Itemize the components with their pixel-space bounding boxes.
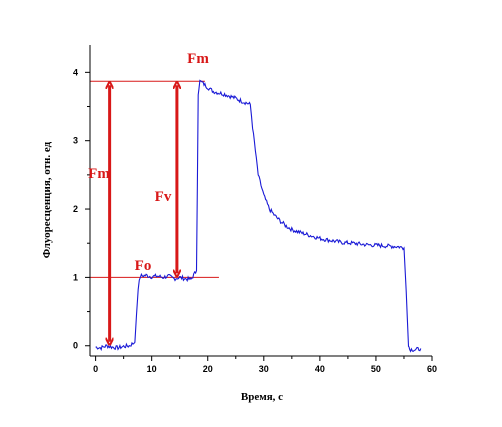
series-line — [95, 79, 422, 353]
y-axis-label: Флуоресценция, отн. ед — [41, 141, 53, 258]
x-tick-label: 30 — [259, 364, 269, 374]
y-tick-label: 4 — [73, 67, 78, 77]
x-tick-label: 10 — [147, 364, 157, 374]
annotation-fv: Fv — [155, 189, 172, 205]
x-tick-label: 40 — [315, 364, 325, 374]
x-tick-label: 0 — [93, 364, 98, 374]
y-tick-label: 1 — [73, 272, 78, 282]
x-tick-label: 60 — [427, 364, 437, 374]
x-tick-label: 50 — [371, 364, 381, 374]
annotation-fo: Fo — [135, 258, 152, 274]
annotation-fm-left: Fm — [88, 166, 110, 182]
x-axis-label: Время, с — [241, 391, 283, 403]
annotation-fm-top: Fm — [187, 51, 209, 67]
x-tick-label: 20 — [203, 364, 213, 374]
y-tick-label: 3 — [73, 136, 78, 146]
y-tick-label: 2 — [73, 204, 78, 214]
y-tick-label: 0 — [73, 341, 78, 351]
